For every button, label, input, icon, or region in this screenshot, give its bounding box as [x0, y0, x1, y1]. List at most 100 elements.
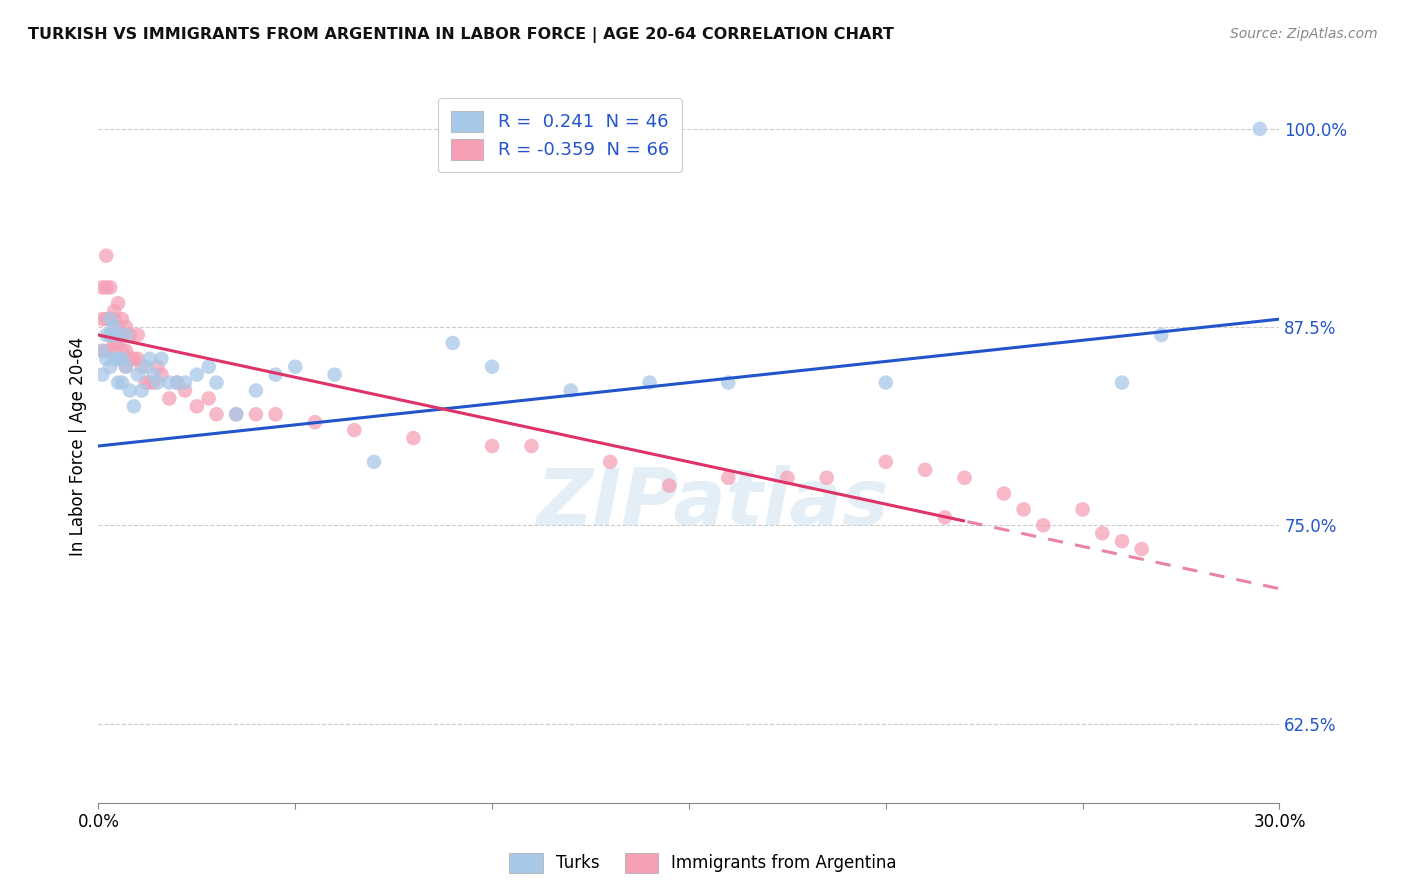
Point [118, 384, 141, 398]
Point [205, 407, 228, 421]
Point [98, 280, 121, 294]
Point [363, 455, 385, 469]
Point [107, 335, 129, 350]
Point [1091, 526, 1114, 541]
Point [111, 328, 134, 343]
Point [135, 376, 157, 390]
Point [1150, 328, 1173, 343]
Point [150, 351, 173, 366]
Point [115, 320, 138, 334]
Point [150, 368, 173, 382]
Point [91, 312, 114, 326]
Point [122, 351, 145, 366]
Point [599, 455, 621, 469]
Point [115, 343, 138, 358]
Point [98, 312, 121, 326]
Point [135, 359, 157, 374]
Point [658, 478, 681, 492]
Point [1249, 121, 1271, 136]
Point [96, 280, 118, 294]
Point [142, 376, 165, 390]
Point [157, 392, 180, 406]
Legend: Turks, Immigrants from Argentina: Turks, Immigrants from Argentina [502, 847, 904, 880]
Point [111, 312, 134, 326]
Point [122, 400, 145, 414]
Point [934, 510, 956, 524]
Point [107, 376, 129, 390]
Point [107, 296, 129, 310]
Point [304, 415, 326, 429]
Point [520, 439, 543, 453]
Point [91, 368, 114, 382]
Point [107, 328, 129, 343]
Point [166, 376, 188, 390]
Text: ZIPatlas: ZIPatlas [537, 465, 889, 541]
Point [138, 351, 160, 366]
Point [96, 249, 118, 263]
Point [96, 312, 118, 326]
Point [264, 407, 287, 421]
Point [441, 335, 464, 350]
Point [914, 463, 936, 477]
Point [174, 384, 197, 398]
Point [98, 343, 121, 358]
Point [146, 359, 169, 374]
Point [225, 407, 247, 421]
Point [131, 359, 153, 374]
Point [1032, 518, 1054, 533]
Point [115, 328, 138, 343]
Point [197, 359, 219, 374]
Point [103, 351, 125, 366]
Point [1130, 542, 1153, 557]
Point [993, 486, 1015, 500]
Point [717, 471, 740, 485]
Point [91, 343, 114, 358]
Point [127, 368, 149, 382]
Point [875, 376, 897, 390]
Point [103, 335, 125, 350]
Point [343, 423, 366, 437]
Point [118, 328, 141, 343]
Point [1111, 534, 1133, 549]
Text: Source: ZipAtlas.com: Source: ZipAtlas.com [1230, 27, 1378, 41]
Point [98, 359, 121, 374]
Point [815, 471, 838, 485]
Point [118, 351, 141, 366]
Point [115, 359, 138, 374]
Point [323, 368, 346, 382]
Point [638, 376, 661, 390]
Point [127, 351, 149, 366]
Point [776, 471, 799, 485]
Point [96, 328, 118, 343]
Point [205, 376, 228, 390]
Point [560, 384, 582, 398]
Point [142, 368, 165, 382]
Point [1071, 502, 1094, 516]
Point [107, 320, 129, 334]
Point [103, 304, 125, 318]
Point [157, 376, 180, 390]
Point [953, 471, 976, 485]
Point [107, 351, 129, 366]
Point [166, 376, 188, 390]
Point [138, 376, 160, 390]
Point [245, 384, 267, 398]
Point [111, 376, 134, 390]
Point [174, 376, 197, 390]
Point [98, 312, 121, 326]
Point [245, 407, 267, 421]
Point [481, 359, 503, 374]
Point [103, 320, 125, 334]
Point [264, 368, 287, 382]
Point [717, 376, 740, 390]
Point [98, 328, 121, 343]
Point [875, 455, 897, 469]
Point [115, 359, 138, 374]
Point [103, 328, 125, 343]
Point [1012, 502, 1035, 516]
Point [186, 400, 208, 414]
Point [146, 376, 169, 390]
Point [225, 407, 247, 421]
Point [91, 343, 114, 358]
Point [127, 328, 149, 343]
